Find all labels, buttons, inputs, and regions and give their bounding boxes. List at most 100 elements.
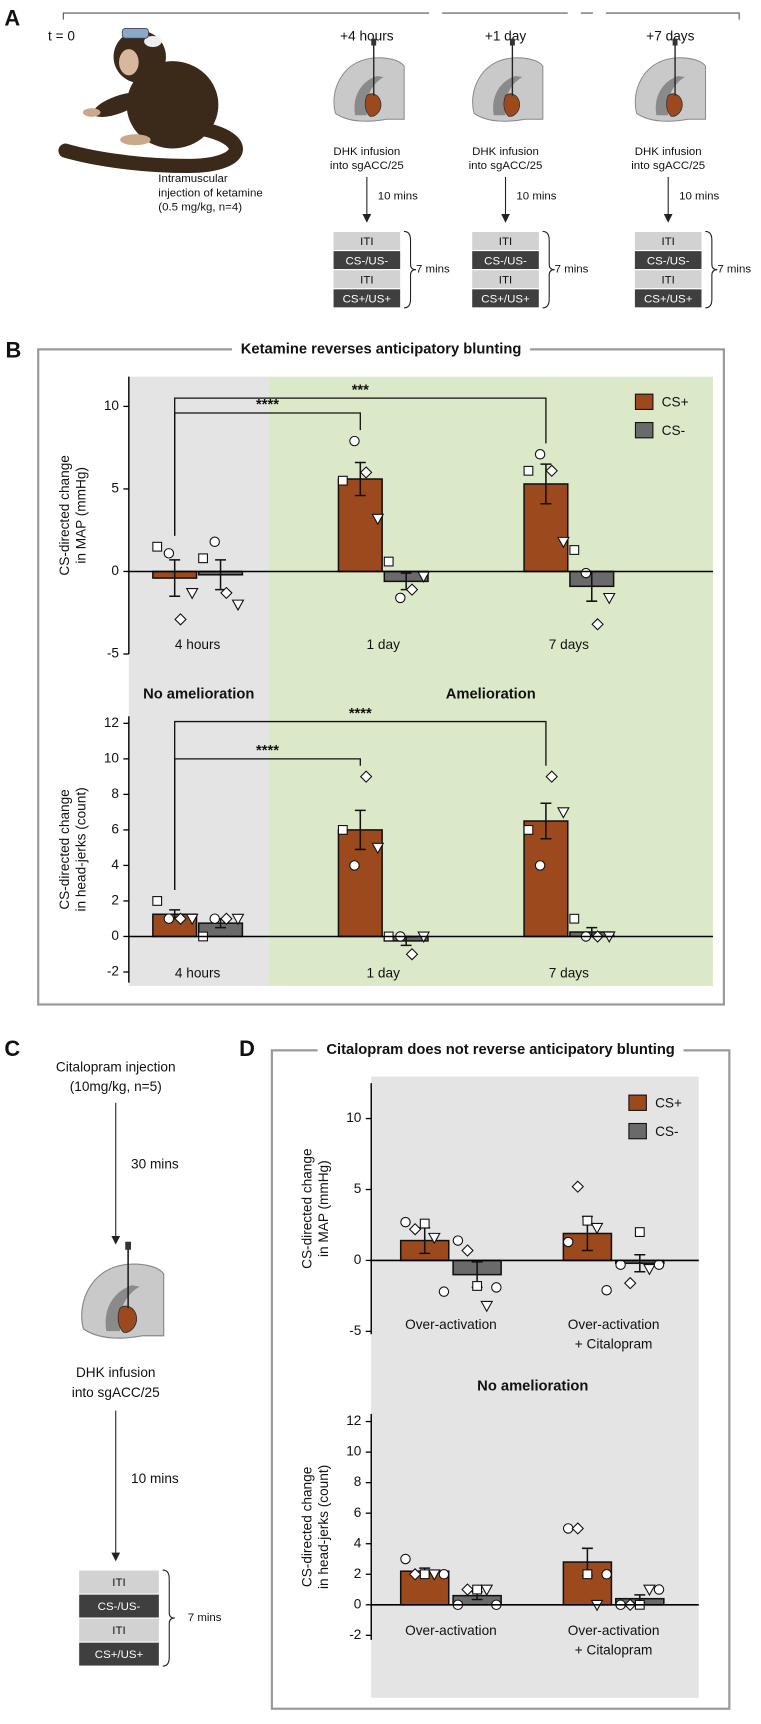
brain-band — [655, 75, 685, 116]
trial-label: CS-/US- — [647, 255, 690, 267]
y-tick-label: 0 — [354, 1596, 362, 1611]
data-point — [349, 435, 360, 447]
significance-label: **** — [349, 706, 372, 722]
x-tick-label: Over-activation — [568, 1317, 660, 1332]
trial-label: CS-/US- — [98, 1601, 141, 1613]
data-point — [523, 824, 534, 835]
duration-label: 7 mins — [717, 264, 751, 276]
data-point — [523, 465, 534, 476]
trial-label: CS+/US+ — [644, 293, 693, 305]
legend-label: CS+ — [655, 1095, 682, 1110]
legend-label: CS+ — [662, 394, 689, 409]
data-point — [461, 1583, 474, 1596]
trial-box — [78, 1641, 160, 1667]
y-axis-label: CS-directed change — [57, 455, 72, 575]
data-point — [582, 1215, 593, 1226]
y-tick-label: 8 — [354, 1474, 362, 1489]
head-implant — [121, 27, 149, 39]
region-label: No amelioration — [143, 686, 254, 702]
injection-label: Intramuscular — [158, 173, 228, 185]
panel-letter: A — [4, 5, 20, 30]
brain-band — [354, 75, 384, 116]
data-point — [408, 1568, 422, 1581]
injection-label: injection of ketamine — [158, 187, 262, 199]
delay-label: 10 mins — [131, 1471, 179, 1486]
data-point — [556, 536, 570, 549]
x-tick-label: + Citalopram — [575, 1642, 653, 1657]
trial-label: ITI — [499, 274, 512, 286]
y-axis-label: CS-directed change — [300, 1467, 315, 1587]
marmoset-arm — [93, 92, 143, 117]
timepoint-label: +1 day — [485, 29, 526, 44]
sgacc-region — [503, 93, 521, 117]
data-point — [405, 947, 419, 961]
infusion-label: into sgACC/25 — [631, 160, 705, 172]
x-tick-label: 1 day — [367, 637, 401, 652]
brace — [162, 1569, 175, 1667]
data-point — [582, 1569, 593, 1580]
x-tick-label: Over-activation — [568, 1623, 660, 1638]
panel-title: Ketamine reverses anticipatory blunting — [241, 341, 522, 357]
trial-box — [332, 288, 402, 309]
cannula-head — [371, 38, 377, 46]
timepoint-label: t = 0 — [48, 29, 75, 44]
arrow-head — [111, 1235, 121, 1245]
infusion-label: DHK infusion — [333, 146, 400, 158]
timepoint-label: +7 days — [646, 29, 694, 44]
data-point — [174, 613, 187, 626]
y-tick-label: -5 — [107, 646, 119, 661]
legend-swatch — [628, 1094, 647, 1111]
y-tick-label: 6 — [354, 1505, 362, 1520]
trial-label: CS+/US+ — [343, 293, 392, 305]
data-point — [491, 1282, 502, 1293]
data-point — [209, 536, 220, 547]
injection-label: (0.5 mg/kg, n=4) — [158, 201, 242, 213]
duration-label: 7 mins — [188, 1612, 222, 1624]
legend-swatch — [634, 421, 654, 439]
y-tick-label: 5 — [354, 1181, 362, 1196]
x-tick-label: 4 hours — [175, 637, 221, 652]
data-point — [405, 583, 419, 596]
data-point — [231, 599, 245, 612]
trial-label: CS+/US+ — [95, 1649, 144, 1661]
data-point — [571, 1522, 585, 1535]
legend-label: CS- — [662, 423, 685, 438]
region-label: No amelioration — [477, 1379, 588, 1395]
data-point — [601, 1284, 612, 1296]
trial-box — [471, 288, 540, 309]
data-point — [601, 1569, 612, 1580]
y-tick-label: 5 — [111, 481, 119, 496]
delay-label: 10 mins — [679, 191, 719, 203]
marmoset-body — [126, 61, 219, 149]
arrow-head — [362, 213, 372, 223]
data-point — [152, 541, 163, 552]
y-tick-label: 10 — [104, 398, 120, 413]
trial-label: ITI — [499, 236, 512, 248]
data-point — [371, 513, 385, 526]
marmoset-foot — [120, 134, 151, 146]
y-axis-label: CS-directed change — [300, 1148, 315, 1268]
marmoset-hand — [82, 108, 101, 117]
trial-label: CS+/US+ — [481, 293, 530, 305]
arrow-head — [501, 213, 510, 223]
data-point — [231, 913, 245, 926]
cannula-head — [509, 38, 515, 46]
data-point — [408, 1222, 422, 1236]
y-axis-label: in MAP (mmHg) — [73, 467, 88, 564]
data-point — [653, 1259, 665, 1270]
data-point — [580, 567, 592, 579]
data-point — [480, 1300, 494, 1313]
trial-label: CS-/US- — [346, 255, 389, 267]
x-tick-label: 1 day — [367, 966, 401, 981]
data-point — [185, 913, 199, 926]
trial-label: ITI — [112, 1625, 125, 1637]
region-background — [128, 376, 269, 986]
data-point — [438, 1286, 450, 1297]
data-point — [395, 592, 406, 604]
data-point — [220, 586, 233, 600]
legend-swatch — [628, 1122, 647, 1140]
data-point — [569, 913, 580, 924]
data-point — [534, 449, 546, 460]
cannula-head — [672, 38, 678, 46]
